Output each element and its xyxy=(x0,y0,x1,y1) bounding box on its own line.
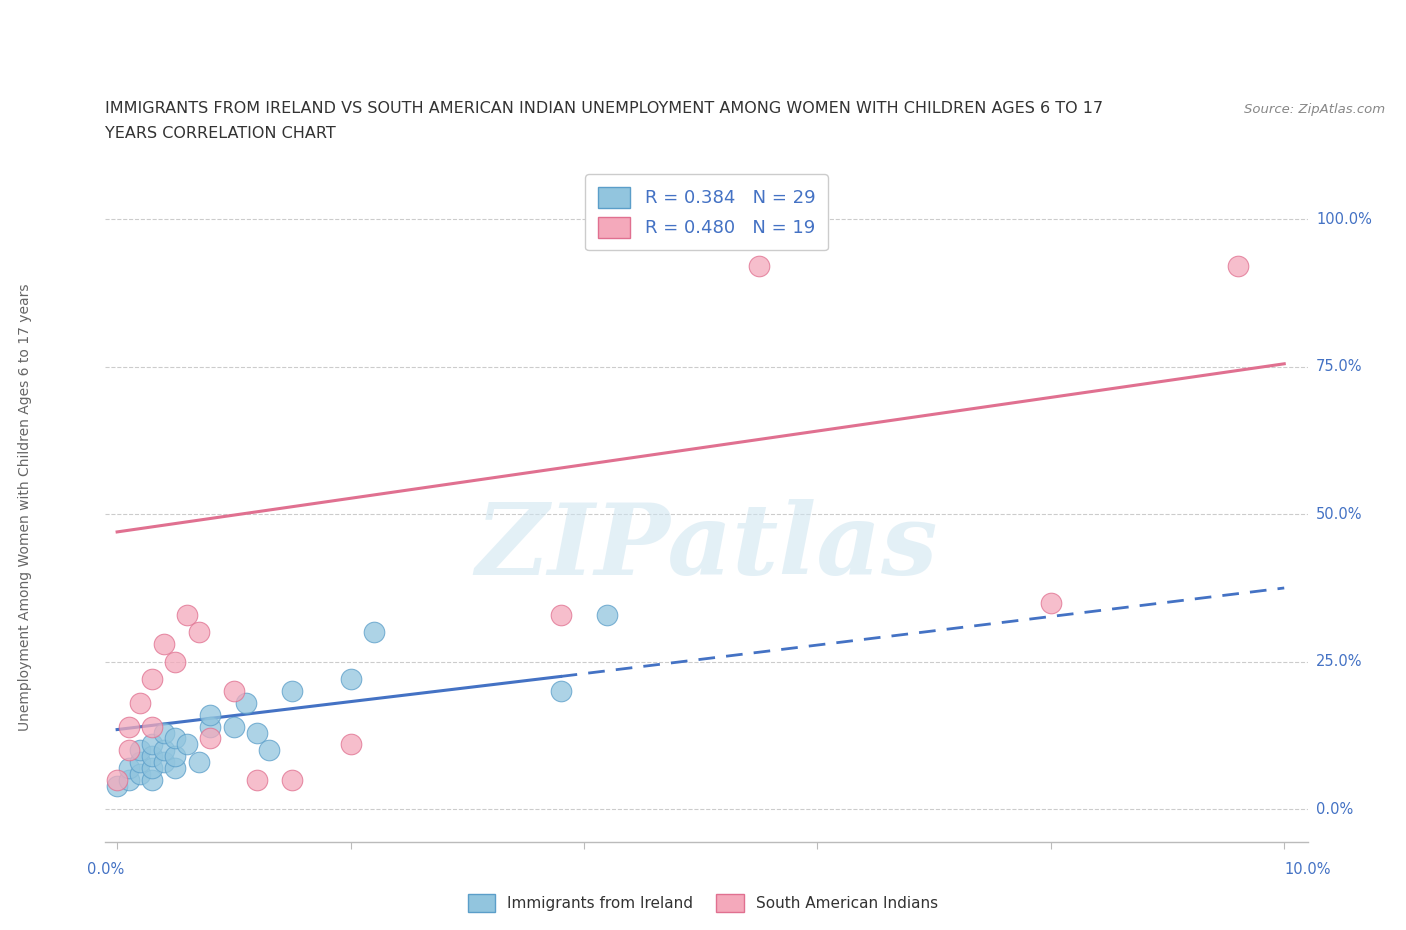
Point xyxy=(281,684,304,698)
Point xyxy=(339,672,361,687)
Point xyxy=(339,737,361,751)
Point xyxy=(118,719,141,734)
Point xyxy=(363,625,385,640)
Point xyxy=(200,719,222,734)
Point xyxy=(118,772,141,787)
Point xyxy=(187,625,209,640)
Point xyxy=(550,684,572,698)
Point xyxy=(129,754,152,769)
Point xyxy=(129,766,152,781)
Point xyxy=(141,761,163,776)
Point xyxy=(141,672,163,687)
Point xyxy=(153,725,176,740)
Text: IMMIGRANTS FROM IRELAND VS SOUTH AMERICAN INDIAN UNEMPLOYMENT AMONG WOMEN WITH C: IMMIGRANTS FROM IRELAND VS SOUTH AMERICA… xyxy=(105,101,1104,116)
Text: 100.0%: 100.0% xyxy=(1316,212,1372,227)
Point xyxy=(281,772,304,787)
Point xyxy=(165,761,187,776)
Point xyxy=(153,636,176,651)
Point xyxy=(141,719,163,734)
Point xyxy=(200,708,222,723)
Point xyxy=(165,655,187,670)
Point xyxy=(246,772,269,787)
Text: 0.0%: 0.0% xyxy=(1316,802,1353,817)
Point xyxy=(748,259,770,273)
Point xyxy=(153,754,176,769)
Point xyxy=(105,778,128,793)
Text: 50.0%: 50.0% xyxy=(1316,507,1362,522)
Point xyxy=(176,737,198,751)
Text: Source: ZipAtlas.com: Source: ZipAtlas.com xyxy=(1244,103,1385,116)
Point xyxy=(235,696,257,711)
Point xyxy=(129,696,152,711)
Legend: R = 0.384   N = 29, R = 0.480   N = 19: R = 0.384 N = 29, R = 0.480 N = 19 xyxy=(585,175,828,250)
Point xyxy=(550,607,572,622)
Point xyxy=(141,749,163,764)
Point xyxy=(200,731,222,746)
Point xyxy=(165,749,187,764)
Point xyxy=(141,772,163,787)
Point xyxy=(176,607,198,622)
Text: 0.0%: 0.0% xyxy=(87,862,124,877)
Text: Unemployment Among Women with Children Ages 6 to 17 years: Unemployment Among Women with Children A… xyxy=(18,283,32,731)
Text: 75.0%: 75.0% xyxy=(1316,359,1362,374)
Text: ZIPatlas: ZIPatlas xyxy=(475,498,938,595)
Point xyxy=(153,743,176,758)
Point xyxy=(187,754,209,769)
Point xyxy=(1039,595,1062,610)
Legend: Immigrants from Ireland, South American Indians: Immigrants from Ireland, South American … xyxy=(461,888,945,918)
Point xyxy=(129,743,152,758)
Point xyxy=(246,725,269,740)
Point xyxy=(222,684,245,698)
Point xyxy=(141,737,163,751)
Point xyxy=(257,743,280,758)
Point xyxy=(222,719,245,734)
Point xyxy=(596,607,619,622)
Point xyxy=(165,731,187,746)
Point xyxy=(1226,259,1249,273)
Point xyxy=(105,772,128,787)
Text: 25.0%: 25.0% xyxy=(1316,654,1362,670)
Point xyxy=(118,743,141,758)
Text: 10.0%: 10.0% xyxy=(1284,862,1331,877)
Point xyxy=(118,761,141,776)
Text: YEARS CORRELATION CHART: YEARS CORRELATION CHART xyxy=(105,126,336,141)
